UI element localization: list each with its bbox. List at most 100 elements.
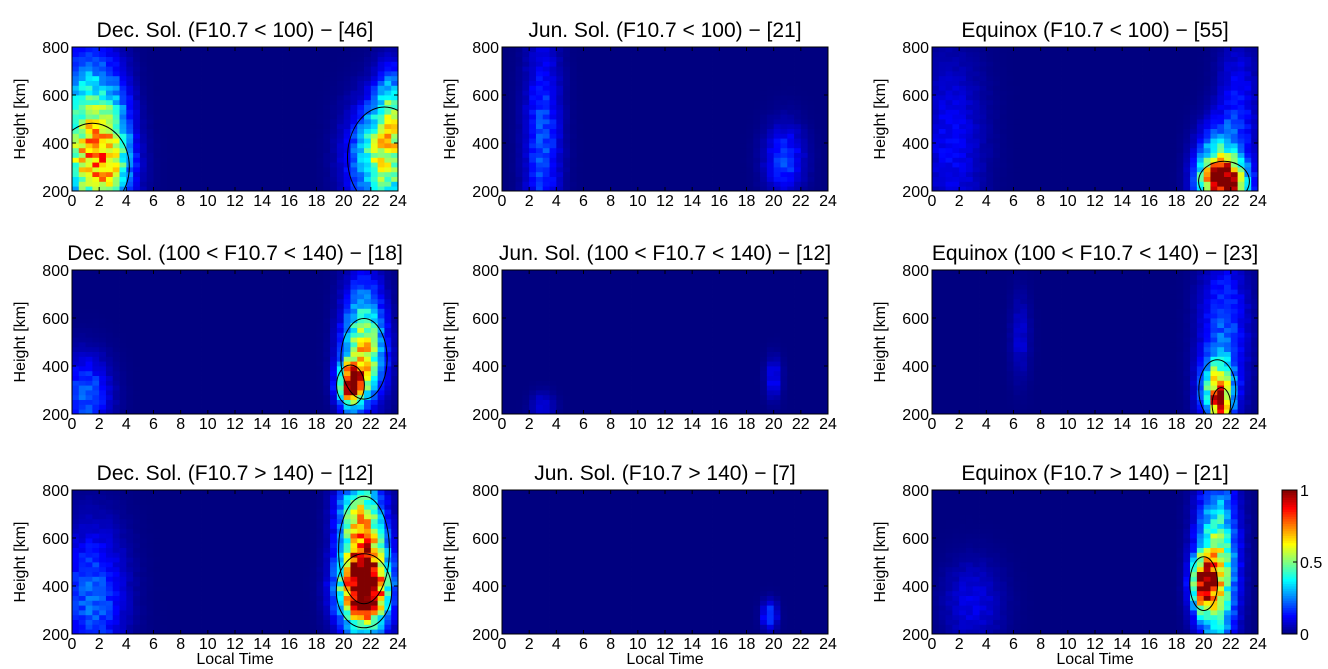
heatmap-cell bbox=[112, 380, 120, 386]
heatmap-cell bbox=[651, 114, 659, 120]
heatmap-cell bbox=[780, 99, 788, 105]
heatmap-cell bbox=[665, 186, 673, 192]
heatmap-cell bbox=[78, 147, 86, 153]
heatmap-cell bbox=[1006, 66, 1014, 72]
heatmap-cell bbox=[160, 346, 168, 352]
heatmap-cell bbox=[1217, 56, 1225, 62]
heatmap-cell bbox=[1203, 152, 1211, 158]
heatmap-cell bbox=[515, 51, 523, 57]
heatmap-cell bbox=[241, 147, 249, 153]
heatmap-cell bbox=[583, 138, 591, 144]
heatmap-cell bbox=[1176, 152, 1184, 158]
heatmap-cell bbox=[1203, 61, 1211, 67]
heatmap-cell bbox=[739, 123, 747, 129]
heatmap-cell bbox=[1122, 51, 1130, 57]
heatmap-cell bbox=[556, 138, 564, 144]
heatmap-cell bbox=[1135, 181, 1143, 187]
heatmap-cell bbox=[1237, 104, 1245, 110]
heatmap-cell bbox=[1061, 95, 1069, 101]
heatmap-cell bbox=[502, 119, 510, 125]
heatmap-cell bbox=[583, 66, 591, 72]
heatmap-cell bbox=[119, 162, 127, 168]
heatmap-cell bbox=[221, 162, 229, 168]
heatmap-cell bbox=[760, 104, 768, 110]
heatmap-cell bbox=[1190, 128, 1198, 134]
heatmap-cell bbox=[965, 51, 974, 57]
heatmap-cell bbox=[343, 128, 351, 134]
heatmap-cell bbox=[746, 56, 754, 62]
heatmap-cell bbox=[952, 162, 960, 168]
heatmap-cell bbox=[221, 66, 229, 72]
heatmap-cell bbox=[1203, 75, 1211, 81]
heatmap-cell bbox=[364, 114, 372, 120]
heatmap-cell bbox=[78, 390, 86, 396]
heatmap-cell bbox=[1006, 47, 1014, 53]
heatmap-cell bbox=[644, 47, 652, 53]
heatmap-cell bbox=[85, 308, 93, 314]
heatmap-cell bbox=[671, 66, 679, 72]
heatmap-cell bbox=[515, 162, 523, 168]
heatmap-cell bbox=[1122, 90, 1130, 96]
heatmap-cell bbox=[160, 380, 168, 386]
heatmap-cell bbox=[1054, 138, 1062, 144]
heatmap-cell bbox=[126, 119, 134, 125]
heatmap-cell bbox=[357, 56, 365, 62]
heatmap-cell bbox=[760, 147, 768, 153]
heatmap-cell bbox=[1142, 56, 1150, 62]
heatmap-cell bbox=[631, 171, 639, 177]
heatmap-cell bbox=[1040, 51, 1048, 57]
heatmap-cell bbox=[1176, 143, 1184, 149]
heatmap-cell bbox=[678, 133, 686, 139]
heatmap-cell bbox=[705, 109, 713, 115]
heatmap-cell bbox=[1101, 147, 1109, 153]
heatmap-cell bbox=[508, 56, 516, 62]
heatmap-cell bbox=[1081, 152, 1089, 158]
heatmap-cell bbox=[241, 162, 249, 168]
heatmap-cell bbox=[590, 171, 598, 177]
heatmap-cell bbox=[119, 327, 127, 333]
heatmap-cell bbox=[1033, 171, 1042, 177]
heatmap-cell bbox=[255, 75, 263, 81]
heatmap-cell bbox=[105, 399, 114, 405]
heatmap-cell bbox=[746, 143, 754, 149]
heatmap-cell bbox=[207, 143, 216, 149]
heatmap-cell bbox=[105, 147, 114, 153]
heatmap-cell bbox=[201, 152, 209, 158]
heatmap-cell bbox=[214, 133, 222, 139]
heatmap-cell bbox=[146, 181, 154, 187]
heatmap-cell bbox=[357, 171, 365, 177]
heatmap-cell bbox=[959, 138, 967, 144]
heatmap-cell bbox=[952, 133, 960, 139]
heatmap-cell bbox=[255, 66, 263, 72]
heatmap-cell bbox=[1196, 95, 1205, 101]
heatmap-cell bbox=[357, 80, 365, 86]
heatmap-cell bbox=[814, 181, 822, 187]
heatmap-cell bbox=[753, 176, 761, 182]
heatmap-cell bbox=[139, 186, 148, 192]
heatmap-cell bbox=[705, 85, 713, 91]
heatmap-cell bbox=[631, 75, 639, 81]
heatmap-cell bbox=[1183, 80, 1191, 86]
heatmap-cell bbox=[665, 99, 673, 105]
x-tick-label: 2 bbox=[955, 193, 964, 210]
heatmap-cell bbox=[112, 143, 120, 149]
heatmap-cell bbox=[637, 95, 646, 101]
heatmap-cell bbox=[1061, 143, 1069, 149]
heatmap-cell bbox=[370, 99, 379, 105]
heatmap-cell bbox=[296, 56, 304, 62]
heatmap-cell bbox=[330, 167, 338, 173]
heatmap-cell bbox=[268, 51, 277, 57]
heatmap-cell bbox=[99, 409, 107, 415]
heatmap-cell bbox=[698, 99, 707, 105]
heatmap-cell bbox=[221, 56, 229, 62]
heatmap-cell bbox=[522, 176, 530, 182]
heatmap-cell bbox=[173, 162, 182, 168]
heatmap-cell bbox=[549, 90, 557, 96]
heatmap-cell bbox=[235, 80, 243, 86]
heatmap-cell bbox=[1224, 85, 1232, 91]
heatmap-cell bbox=[153, 186, 161, 192]
heatmap-cell bbox=[391, 119, 399, 125]
heatmap-cell bbox=[187, 104, 195, 110]
heatmap-cell bbox=[508, 162, 516, 168]
heatmap-cell bbox=[133, 56, 141, 62]
